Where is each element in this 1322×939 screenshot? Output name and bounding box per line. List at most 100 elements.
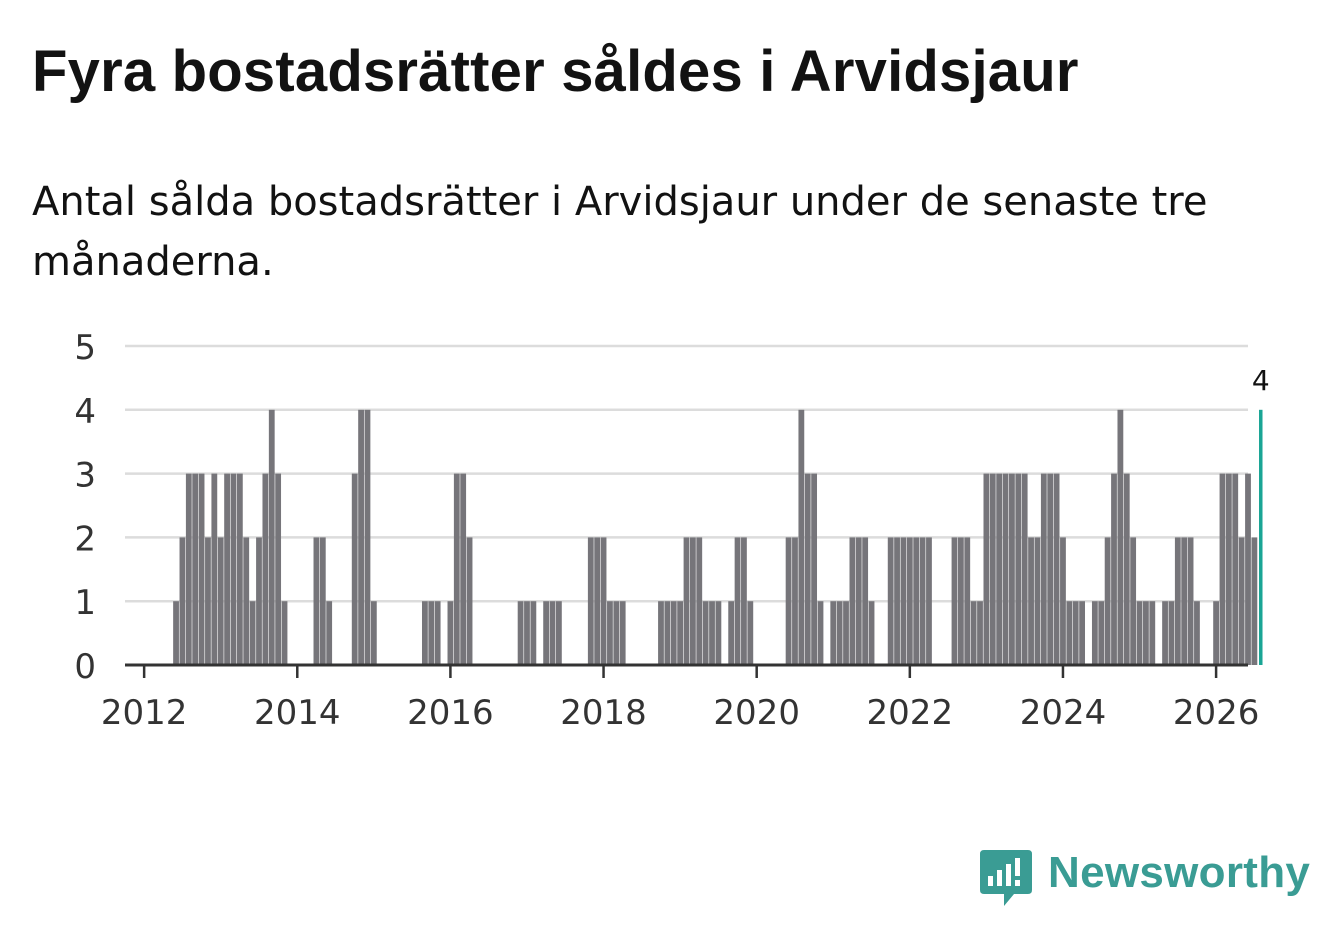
x-tick-label: 2016 (407, 693, 494, 733)
bar (715, 601, 722, 665)
bar (1117, 409, 1124, 665)
newsworthy-logo: Newsworthy (980, 848, 1310, 912)
bar (600, 537, 607, 665)
bar (198, 473, 205, 665)
x-tick-label: 2020 (713, 693, 800, 733)
bar (587, 537, 594, 665)
bar (428, 601, 435, 665)
bar (1213, 601, 1219, 665)
bar (830, 601, 837, 665)
x-axis: 2012 2014 2016 2018 2020 2022 2024 2026 (101, 663, 1259, 733)
bar (1060, 537, 1066, 665)
bar (434, 601, 441, 665)
y-tick-label: 4 (74, 392, 96, 432)
bar (1111, 473, 1117, 665)
bar (989, 473, 996, 665)
bar (1162, 601, 1168, 665)
bar-highlight (1259, 409, 1263, 665)
bar (1245, 473, 1251, 665)
bar (1034, 537, 1041, 665)
bar (804, 473, 811, 665)
y-tick-label: 2 (74, 519, 96, 559)
bar (977, 601, 983, 665)
bar (460, 473, 467, 665)
bar (543, 601, 550, 665)
bar (319, 537, 326, 665)
bar (868, 601, 875, 665)
bar (926, 537, 932, 665)
bar (849, 537, 856, 665)
x-tick-label: 2024 (1020, 693, 1107, 733)
bar (179, 537, 186, 665)
bar (192, 473, 199, 665)
bar (1040, 473, 1047, 665)
bar (351, 473, 358, 665)
bar (613, 601, 620, 665)
bar (792, 537, 798, 665)
bars (173, 409, 1263, 665)
bar (741, 537, 747, 665)
bar (1072, 601, 1079, 665)
newsworthy-logo-text: Newsworthy (1048, 848, 1311, 897)
bar (913, 537, 920, 665)
bar (1002, 473, 1009, 665)
bar (709, 601, 715, 665)
bar (275, 473, 282, 665)
bar (728, 601, 735, 665)
bar (817, 601, 824, 665)
bar (313, 537, 320, 665)
bar (983, 473, 990, 665)
bar (702, 601, 709, 665)
y-tick-label: 0 (74, 647, 96, 687)
bar (524, 601, 530, 665)
bar (1194, 601, 1200, 665)
bar (906, 537, 913, 665)
y-axis-ticks: 0 1 2 3 4 5 (74, 328, 96, 687)
y-tick-label: 1 (74, 583, 96, 623)
annotations: 4 (1252, 364, 1270, 397)
x-tick-label: 2018 (560, 693, 647, 733)
chart-title: Fyra bostadsrätter såldes i Arvidsjaur (32, 39, 1079, 104)
bar (205, 537, 211, 665)
bar (855, 537, 862, 665)
bar (900, 537, 907, 665)
newsworthy-logo-icon (980, 850, 1032, 906)
bar (185, 473, 192, 665)
bar (1168, 601, 1175, 665)
bar (555, 601, 562, 665)
bar (1079, 601, 1086, 665)
highlight-value-label: 4 (1252, 364, 1270, 397)
bar (173, 601, 179, 665)
bar (683, 537, 690, 665)
bar (785, 537, 792, 665)
bar (1136, 601, 1143, 665)
chart-subtitle: Antal sålda bostadsrätter i Arvidsjaur u… (32, 179, 1208, 285)
bar (453, 473, 460, 665)
bar (364, 409, 371, 665)
bar (996, 473, 1003, 665)
bar (1174, 537, 1181, 665)
bar (224, 473, 230, 665)
x-tick-label: 2012 (101, 693, 188, 733)
bar (1123, 473, 1130, 665)
y-tick-label: 3 (74, 456, 96, 496)
bar (1225, 473, 1232, 665)
bar (664, 601, 671, 665)
x-tick-label: 2014 (254, 693, 341, 733)
bar (677, 601, 684, 665)
bar (236, 473, 243, 665)
bar (607, 601, 613, 665)
bar (358, 409, 364, 665)
bar (919, 537, 926, 665)
bar (1028, 537, 1034, 665)
bar (1053, 473, 1060, 665)
y-tick-label: 5 (74, 328, 96, 368)
bar (517, 601, 524, 665)
bar (1021, 473, 1028, 665)
bar (1232, 473, 1239, 665)
bar (466, 537, 473, 665)
bar (894, 537, 900, 665)
bar (619, 601, 626, 665)
bar (970, 601, 977, 665)
